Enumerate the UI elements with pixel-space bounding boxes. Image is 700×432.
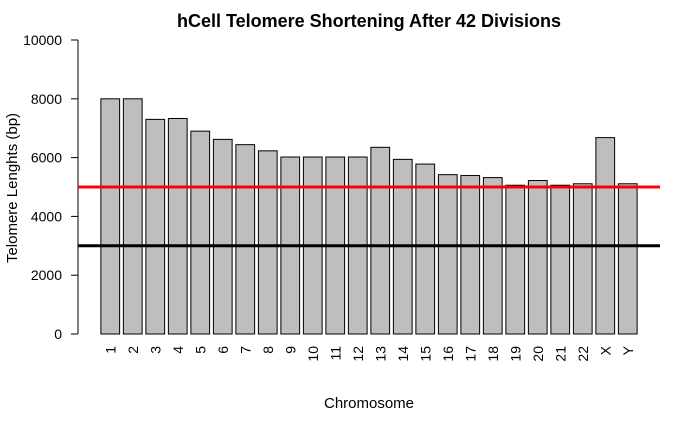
bar-chr-2 [122, 98, 143, 335]
x-tick-label: 12 [350, 346, 366, 362]
bar-chr-17 [460, 175, 481, 335]
bar-chr-7 [235, 144, 256, 335]
x-tick-label: 17 [462, 346, 478, 362]
bar-chr-16 [437, 174, 458, 335]
bar-chr-3 [145, 118, 166, 335]
x-tick-label: 21 [552, 346, 568, 362]
x-tick-label: 2 [125, 346, 141, 354]
bar-chr-4 [167, 117, 188, 335]
y-tick-label: 8000 [31, 91, 62, 107]
y-tick-label: 2000 [31, 267, 62, 283]
y-tick-label: 6000 [31, 150, 62, 166]
bar-chr-X [595, 137, 616, 335]
x-tick-label: 8 [260, 346, 276, 354]
y-tick-label: 4000 [31, 208, 62, 224]
y-axis-label: Telomere Lenghts (bp) [4, 113, 21, 263]
x-tick-label: 1 [102, 346, 118, 354]
bar-chr-1 [100, 98, 121, 335]
bar-chr-22 [572, 183, 593, 335]
x-axis-label: Chromosome [324, 395, 414, 412]
x-tick-label: 22 [575, 346, 591, 362]
bar-chr-20 [527, 180, 548, 335]
x-tick-label: 16 [440, 346, 456, 362]
x-tick-label: 15 [417, 346, 433, 362]
x-tick-label: 10 [305, 346, 321, 362]
reference-lines [78, 185, 660, 248]
bar-chr-Y [617, 183, 638, 335]
x-tick-label: 4 [170, 346, 186, 354]
bar-chr-8 [257, 150, 278, 335]
bars-group [100, 98, 638, 335]
x-tick-label: X [597, 345, 613, 355]
bar-chr-19 [505, 184, 526, 335]
x-tick-label: 20 [530, 346, 546, 362]
x-tick-labels: 1 2 3 4 5 6 7 8 9 10 11 12 13 14 15 16 17 18 19 20 21 22 X Y [102, 345, 636, 361]
bar-chr-6 [212, 138, 233, 335]
x-tick-label: 9 [282, 346, 298, 354]
bar-chr-5 [190, 130, 211, 335]
bar-chr-15 [415, 163, 436, 335]
bar-chr-21 [550, 184, 571, 335]
x-tick-label: 13 [372, 346, 388, 362]
bar-chr-18 [482, 177, 503, 335]
x-tick-label: 14 [395, 346, 411, 362]
x-tick-label: Y [620, 345, 636, 355]
y-tick-label: 10000 [23, 32, 62, 48]
bar-chr-13 [370, 146, 391, 335]
x-tick-label: 11 [327, 346, 343, 361]
x-tick-label: 3 [147, 346, 163, 354]
x-tick-label: 19 [507, 346, 523, 362]
x-tick-label: 18 [485, 346, 501, 362]
chart-title: hCell Telomere Shortening After 42 Divis… [177, 11, 561, 31]
y-axis: 0 2000 4000 6000 8000 10000 [23, 32, 79, 342]
x-tick-label: 6 [215, 346, 231, 354]
x-tick-label: 5 [192, 346, 208, 354]
x-tick-label: 7 [237, 346, 253, 354]
y-tick-label: 0 [54, 326, 62, 342]
